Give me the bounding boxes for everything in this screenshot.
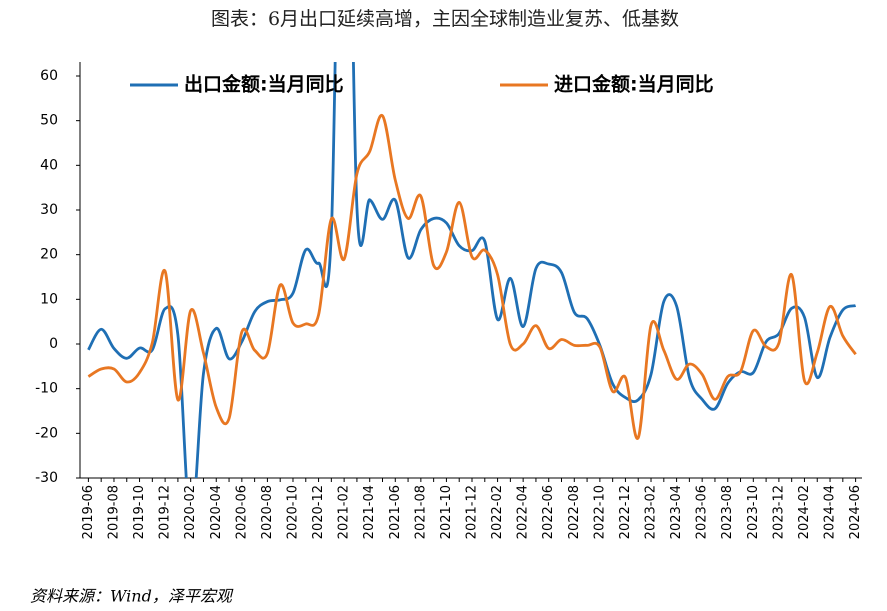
x-tick-label: 2021-04 [362, 485, 377, 539]
series-line [87, 62, 857, 478]
y-tick-label: -20 [35, 425, 58, 441]
y-tick-label: 50 [40, 113, 58, 129]
plot-area [87, 62, 857, 478]
legend-label: 出口金额:当月同比 [184, 73, 344, 96]
series-line [87, 114, 857, 440]
x-tick-label: 2023-04 [669, 485, 684, 539]
x-tick-label: 2024-06 [848, 485, 863, 539]
y-tick-label: 0 [49, 336, 58, 352]
x-tick-label: 2020-12 [311, 485, 326, 539]
x-tick-label: 2020-04 [209, 485, 224, 539]
y-tick-label: 40 [40, 157, 58, 173]
x-tick-label: 2023-12 [771, 485, 786, 539]
legend-label: 进口金额:当月同比 [554, 73, 714, 96]
x-tick-label: 2023-02 [644, 485, 659, 539]
y-tick-label: 20 [40, 247, 58, 263]
x-tick-label: 2023-10 [746, 485, 761, 539]
x-tick-label: 2019-10 [132, 485, 147, 539]
y-tick-label: 60 [40, 68, 58, 84]
x-tick-label: 2020-02 [183, 485, 198, 539]
x-tick-label: 2019-12 [158, 485, 173, 539]
chart-title: 图表：6月出口延续高增，主因全球制造业复苏、低基数 [211, 8, 679, 30]
x-tick-label: 2021-06 [388, 485, 403, 539]
x-tick-label: 2021-08 [413, 485, 428, 539]
y-tick-label: 30 [40, 202, 58, 218]
y-tick-label: -30 [35, 470, 58, 486]
x-tick-label: 2020-08 [260, 485, 275, 539]
x-tick-label: 2019-06 [81, 485, 96, 539]
source-note: 资料来源：Wind，泽平宏观 [30, 587, 234, 606]
x-tick-label: 2019-08 [106, 485, 121, 539]
y-tick-label: -10 [35, 381, 58, 397]
x-tick-label: 2023-08 [720, 485, 735, 539]
x-tick-label: 2022-06 [541, 485, 556, 539]
x-tick-label: 2021-10 [439, 485, 454, 539]
x-tick-label: 2022-10 [592, 485, 607, 539]
x-tick-label: 2021-12 [465, 485, 480, 539]
x-tick-label: 2020-10 [285, 485, 300, 539]
x-tick-label: 2024-04 [823, 485, 838, 539]
x-tick-label: 2020-06 [234, 485, 249, 539]
x-tick-label: 2022-02 [490, 485, 505, 539]
x-tick-label: 2022-12 [618, 485, 633, 539]
x-tick-label: 2022-04 [516, 485, 531, 539]
x-tick-label: 2021-02 [337, 485, 352, 539]
x-tick-label: 2024-02 [797, 485, 812, 539]
y-tick-label: 10 [40, 291, 58, 307]
x-tick-label: 2022-08 [567, 485, 582, 539]
x-tick-label: 2023-06 [695, 485, 710, 539]
